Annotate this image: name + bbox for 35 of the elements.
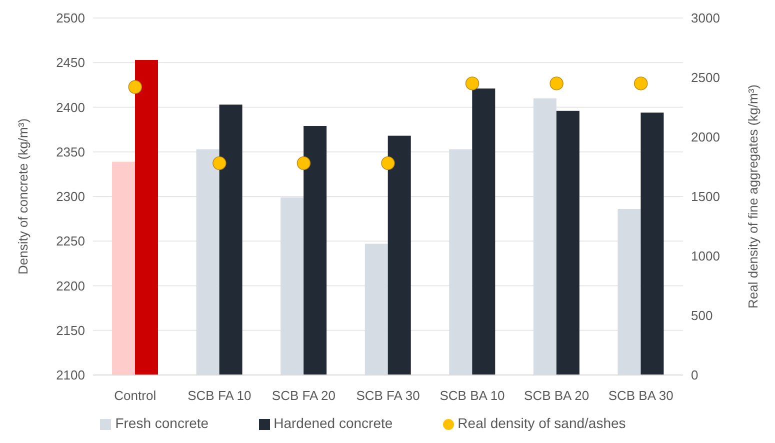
y-axis-title: Density of concrete (kg/m³) [16, 118, 31, 275]
y2-tick-label: 2000 [691, 130, 720, 145]
x-tick-label: SCB BA 30 [608, 388, 674, 404]
y-tick-label: 2150 [56, 322, 85, 338]
point [381, 156, 395, 170]
x-tick-label: Control [114, 388, 156, 404]
y2-tick-label: 500 [691, 308, 713, 324]
point [634, 76, 648, 90]
y-tick-label: 2500 [56, 10, 85, 26]
y-tick-label: 2350 [56, 144, 85, 160]
point [465, 76, 480, 90]
y2-axis-title: Real density of fine aggregates (kg/m³) [746, 84, 761, 308]
y2-tick-label: 1500 [691, 189, 720, 204]
x-tick-label: SCB FA 20 [272, 388, 336, 404]
y-tick-label: 2100 [56, 368, 85, 383]
point [212, 156, 226, 170]
y2-tick-label: 2500 [691, 70, 720, 86]
x-tick-label: SCB FA 10 [188, 388, 252, 404]
x-tick-label: SCB FA 30 [356, 388, 420, 404]
y2-tick-label: 3000 [691, 10, 720, 26]
legend-label: Hardened concrete [274, 415, 393, 431]
legend-label: Fresh concrete [115, 415, 209, 431]
point [550, 76, 564, 90]
point [296, 156, 311, 170]
y-tick-label: 2400 [56, 100, 85, 115]
y2-tick-label: 0 [691, 368, 698, 383]
point [128, 80, 142, 94]
x-tick-label: SCB BA 20 [524, 388, 590, 404]
y-tick-label: 2200 [56, 278, 85, 294]
y-tick-label: 2450 [56, 55, 85, 70]
y-tick-label: 2250 [56, 234, 85, 249]
y-tick-label: 2300 [56, 189, 85, 204]
x-tick-label: SCB BA 10 [440, 388, 505, 404]
legend-label: Real density of sand/ashes [458, 415, 626, 431]
y2-tick-label: 1000 [691, 248, 720, 264]
